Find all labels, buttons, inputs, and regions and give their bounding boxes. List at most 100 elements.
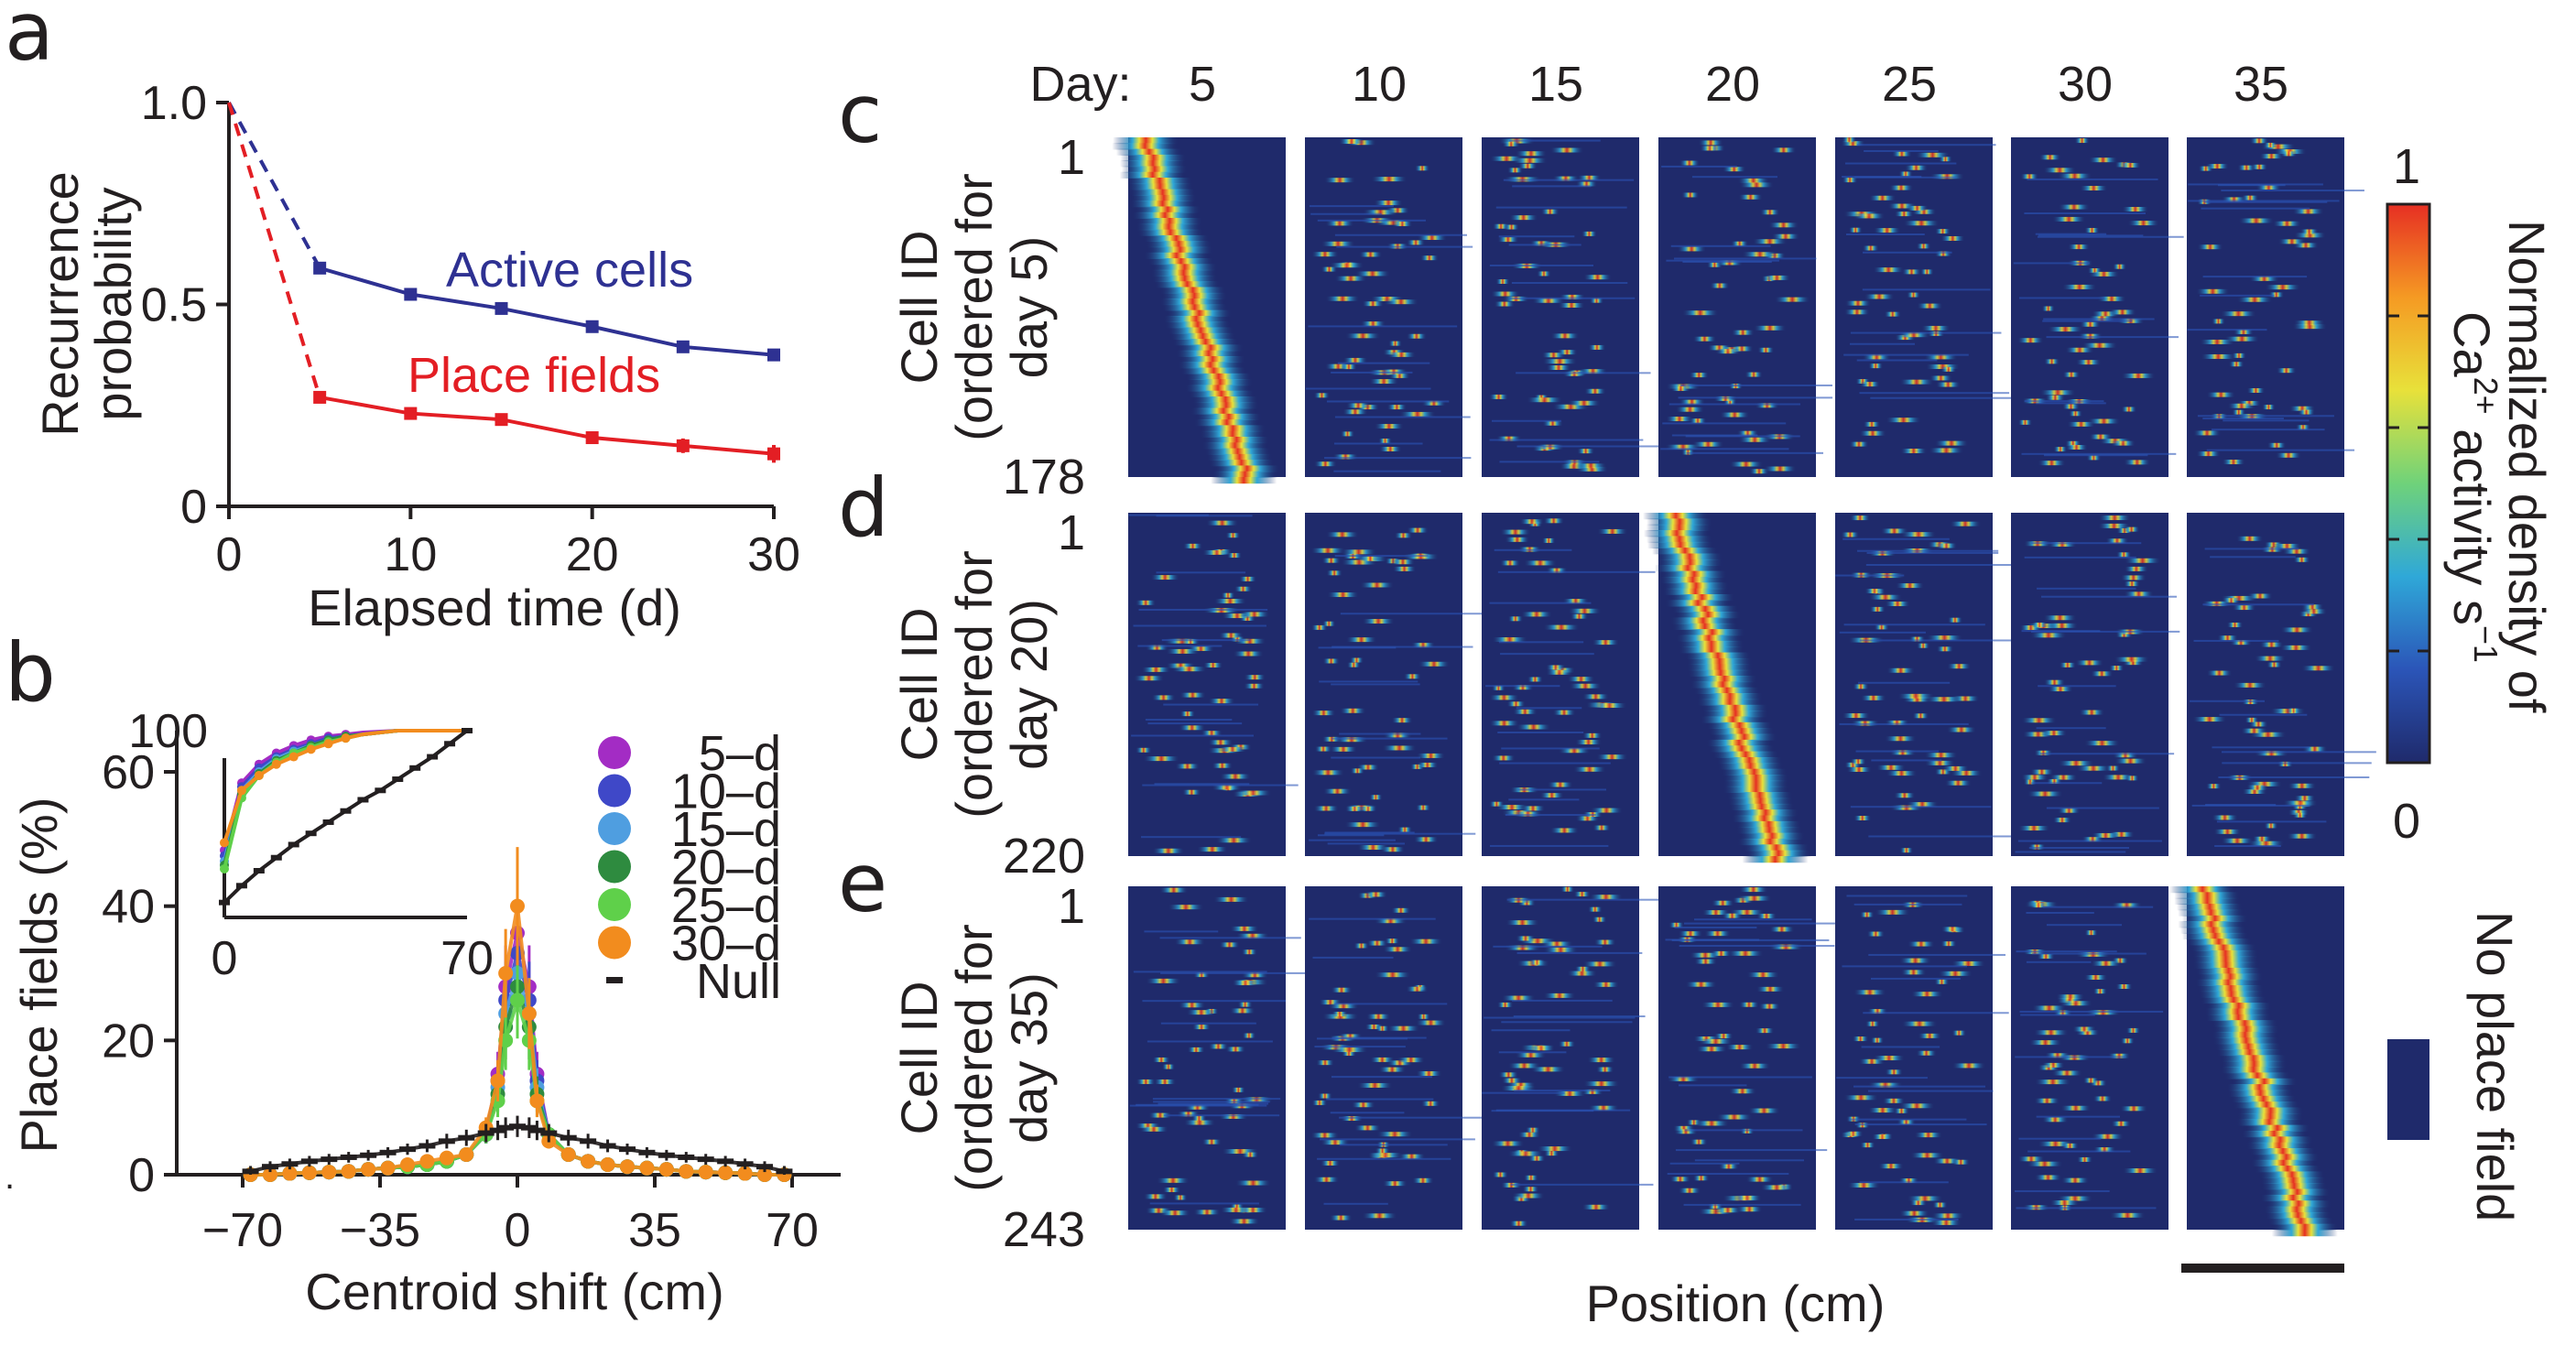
place-field-ridge [2260,1194,2327,1202]
place-field-spot [1681,192,1700,198]
panel-b-series-5-point [282,1166,298,1181]
place-field-spot [2092,1096,2113,1101]
place-field-spot [2238,218,2275,223]
place-field-spot [1738,887,1768,893]
place-field-spot [1573,892,1591,897]
place-field-spot [2280,627,2314,633]
place-field-spot [1738,437,1772,442]
place-field-spot [2283,800,2318,806]
place-field-spot [2041,1117,2069,1123]
inset-series-5-line [223,729,467,844]
place-field-spot [1597,528,1628,534]
panel-b-series-6-point [638,1149,656,1155]
place-field-spot [1853,684,1869,689]
place-field-spot [1398,411,1436,417]
place-field-ridge [1165,321,1232,329]
panel-b-series-6-point [736,1161,754,1167]
place-field-spot [1849,441,1869,447]
place-field-spot [2057,1196,2093,1201]
place-field-spot [1899,848,1914,853]
place-field-spot [2088,271,2120,277]
place-field-spot [1383,299,1418,305]
faint-activity [1316,1037,1408,1040]
faint-activity [2024,400,2104,403]
place-field-spot [2124,558,2161,563]
series-0-point [404,288,418,301]
place-field-spot [2200,339,2235,344]
place-field-ridge [1130,194,1197,202]
place-field-spot [1755,403,1779,408]
place-field-spot [1543,518,1565,524]
place-field-ridge [1190,407,1257,415]
place-field-spot [1375,972,1411,978]
place-field-spot [2052,216,2086,222]
faint-activity [1160,971,1319,974]
place-field-spot [2059,1001,2092,1006]
place-field-spot [1909,1200,1928,1206]
faint-activity [1674,927,1757,929]
place-field-spot [2212,815,2238,820]
faint-activity [1848,1118,1967,1121]
place-field-spot [1738,1063,1771,1069]
faint-activity [1691,176,1777,179]
place-field-spot [2058,204,2091,210]
panel-b-series-6-point [717,1158,734,1165]
place-field-spot [1894,793,1916,798]
inset-series-0-line [223,729,467,852]
place-field-spot [2034,1175,2062,1180]
place-field-ridge [1120,160,1187,168]
faint-activity [1856,144,1996,146]
faint-activity [1679,945,1835,948]
place-field-spot [1541,353,1566,358]
place-field-spot [1520,612,1553,617]
place-field-spot [1151,695,1176,700]
place-field-spot [1678,1188,1701,1193]
place-field-spot [2264,823,2278,829]
faint-activity [1324,831,1415,834]
place-field-spot [1667,1076,1700,1081]
place-field-ridge [2178,921,2244,928]
place-field-spot [1310,252,1339,257]
place-field-spot [1513,709,1538,714]
faint-activity [1147,722,1243,725]
ordered-for-label-e: (ordered for [945,924,1003,1192]
place-field-spot [2272,221,2301,226]
day-header-25: 25 [1882,57,1937,112]
place-field-spot [1407,527,1429,533]
place-field-ridge [1143,234,1210,243]
place-field-spot [1568,608,1602,613]
faint-activity [2026,911,2094,914]
place-field-spot [1679,399,1706,405]
faint-activity [1144,930,1219,933]
place-field-ridge [1175,350,1242,357]
faint-activity [1684,1129,1803,1132]
place-field-spot [1590,808,1623,813]
place-field-spot [2288,809,2310,815]
place-field-spot [1497,237,1519,243]
place-field-spot [1341,549,1377,555]
faint-activity [1671,434,1758,437]
place-field-spot [2254,751,2288,756]
place-field-spot [2124,566,2148,571]
place-field-spot [1698,140,1723,146]
place-field-spot [2059,662,2076,667]
place-field-spot [1516,724,1551,730]
series-0-point [495,301,508,315]
place-field-spot [1868,594,1903,600]
place-field-spot [2247,593,2273,599]
place-field-spot [1867,1009,1887,1014]
faint-activity [1319,680,1418,683]
faint-activity [2210,556,2296,559]
place-field-spot [2293,233,2327,238]
place-field-spot [2198,166,2213,171]
place-field-spot [1951,1063,1986,1069]
place-field-spot [1166,663,1195,668]
legend-label-6: Null [696,954,781,1009]
place-field-spot [1359,806,1377,811]
place-field-spot [1320,1160,1341,1166]
place-field-spot [1549,147,1584,153]
colorbar-max-label: 1 [2393,139,2420,194]
place-field-spot [2221,838,2254,843]
place-field-spot [1213,599,1246,604]
panel-b-series-5-point [521,1006,537,1021]
